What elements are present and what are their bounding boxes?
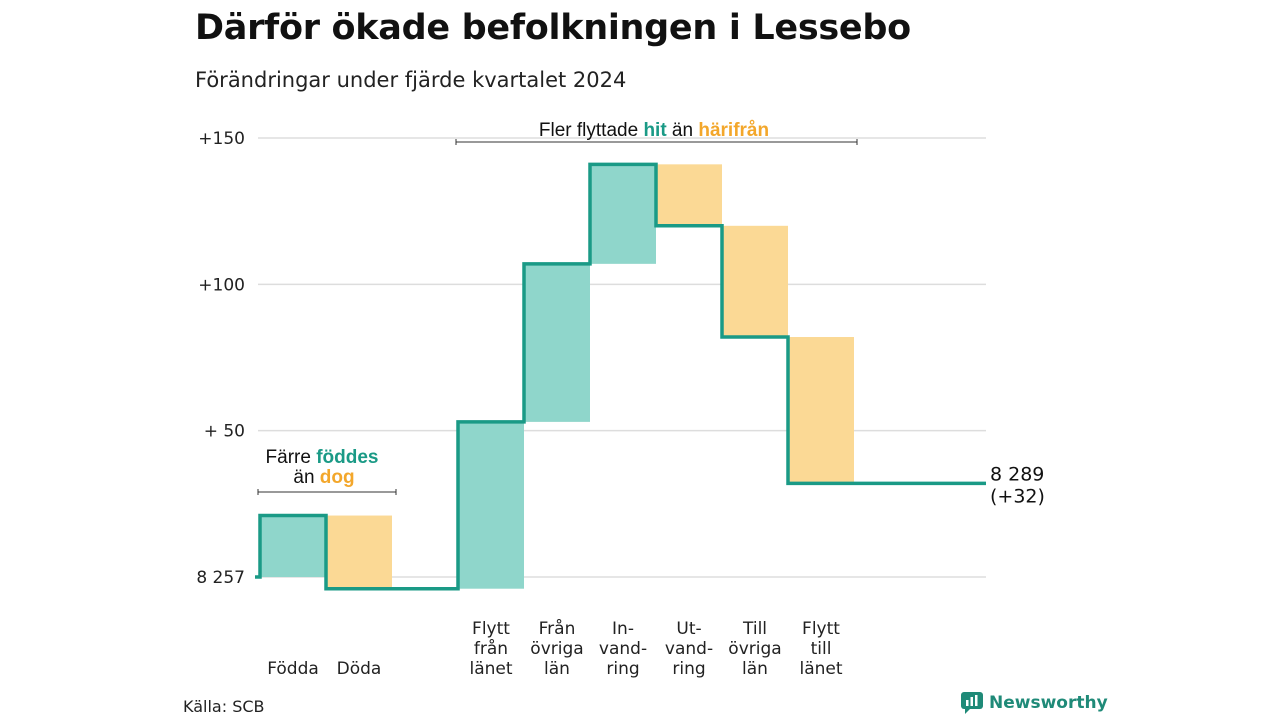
x-category-label: län (742, 659, 768, 679)
brand-logo: Newsworthy (961, 692, 1108, 714)
x-category-label: länet (799, 659, 842, 679)
x-category-label: från (474, 638, 508, 659)
x-category-label: Till (742, 619, 767, 639)
moves-annotation-part: än (667, 120, 699, 141)
waterfall-line (255, 162, 986, 591)
waterfall-bar (656, 164, 722, 226)
births-annotation: Färre föddes (266, 447, 379, 468)
chart-title: Därför ökade befolkningen i Lessebo (195, 8, 911, 48)
births-annotation-line2-part: än (293, 467, 319, 488)
end-change-label: (+32) (990, 485, 1045, 507)
births-annotation-part: föddes (316, 447, 378, 468)
newsworthy-logo-icon (961, 692, 983, 714)
x-category-label: länet (469, 659, 512, 679)
x-category-label: Ut- (676, 619, 701, 639)
y-tick-label: +150 (198, 129, 245, 149)
x-category-label: till (811, 639, 832, 659)
births-annotation-line2: än dog (293, 467, 354, 488)
x-category-label: ring (606, 659, 639, 679)
brand-name: Newsworthy (989, 693, 1108, 713)
x-category-label: Döda (337, 659, 382, 679)
x-category-label: vand- (599, 639, 647, 659)
births-annotation-part: Färre (266, 447, 317, 468)
x-category-label: Flytt (802, 619, 840, 639)
moves-annotation-part: härifrån (698, 120, 769, 141)
moves-annotation: Fler flyttade hit än härifrån (539, 120, 769, 141)
y-tick-label: + 50 (204, 422, 245, 442)
waterfall-bar (326, 515, 392, 589)
x-category-label: ring (672, 659, 705, 679)
waterfall-bar (260, 515, 326, 577)
y-tick-label: +100 (198, 275, 245, 295)
source-note: Källa: SCB (183, 697, 265, 716)
x-category-label: vand- (665, 639, 713, 659)
waterfall-bar (590, 164, 656, 264)
y-tick-label: 8 257 (196, 568, 245, 588)
x-category-label: In- (612, 619, 634, 639)
x-category-label: övriga (530, 639, 583, 659)
x-category-label: Från (539, 618, 576, 639)
waterfall-bar (524, 263, 590, 422)
moves-annotation-part: hit (643, 120, 667, 141)
x-category-label: län (544, 659, 570, 679)
x-category-label: övriga (728, 639, 781, 659)
chart-subtitle: Förändringar under fjärde kvartalet 2024 (195, 68, 627, 92)
waterfall-bar (788, 337, 854, 484)
moves-annotation-part: Fler flyttade (539, 120, 644, 141)
waterfall-bar (458, 421, 524, 589)
waterfall-bar (722, 225, 788, 338)
x-category-label: Födda (267, 659, 319, 679)
end-value-label: 8 289 (990, 463, 1044, 485)
births-annotation-line2-part: dog (320, 467, 355, 488)
x-category-label: Flytt (472, 619, 510, 639)
